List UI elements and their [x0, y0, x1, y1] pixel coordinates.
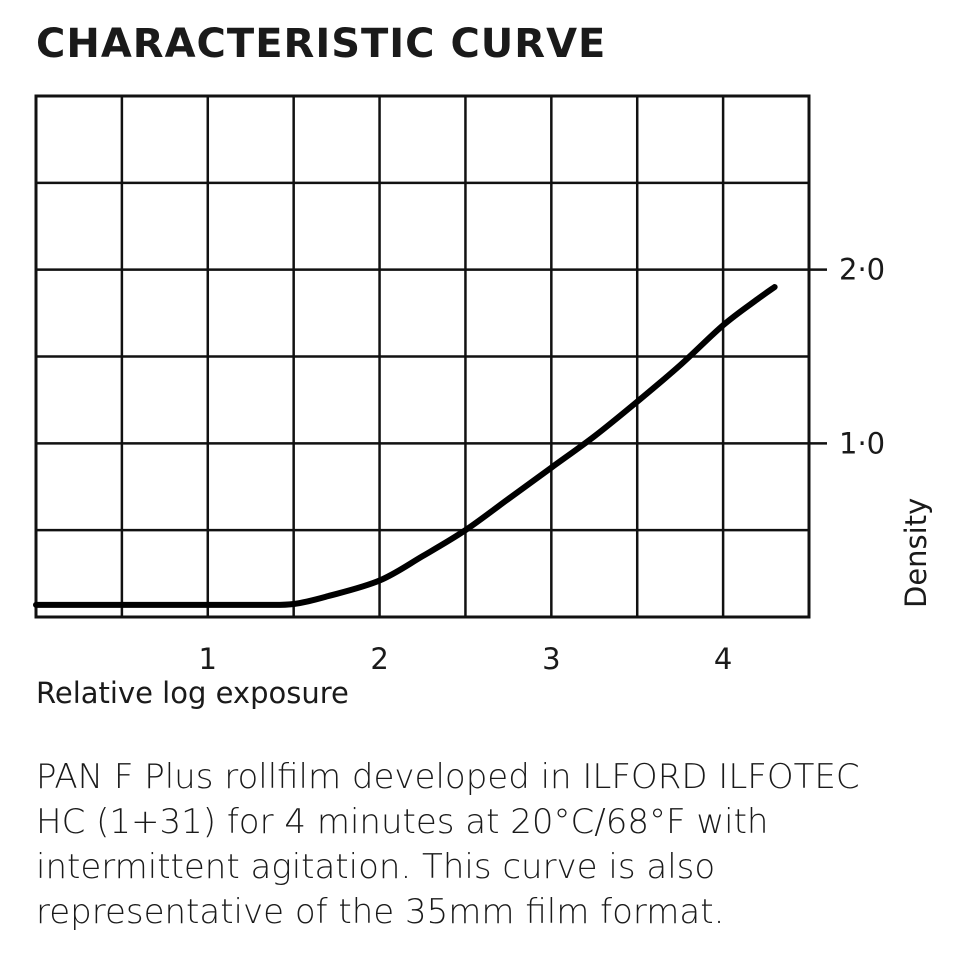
density-curve [33, 284, 778, 608]
x-tick-label: 2 [370, 642, 388, 676]
series [33, 284, 778, 608]
y-tick-label: 1·0 [839, 426, 885, 460]
x-ticks: 1 2 3 4 [199, 642, 733, 676]
plot-border [34, 94, 811, 619]
grid [36, 96, 809, 617]
x-tick-label: 1 [199, 642, 217, 676]
caption-line-3: intermittent agitation. This curve is al… [36, 847, 716, 887]
y-axis-label: Density [899, 498, 933, 608]
x-tick-label: 3 [542, 642, 560, 676]
x-tick-label: 4 [714, 642, 732, 676]
caption: PAN F Plus rollfilm developed in ILFORD … [36, 755, 936, 935]
caption-line-4: representative of the 35mm film format. [36, 892, 725, 932]
characteristic-curve-chart: 1·0 2·0 1 2 3 4 Relative log exposure Densit… [33, 94, 933, 710]
plot-frame [34, 94, 811, 619]
caption-line-1: PAN F Plus rollfilm developed in ILFORD … [36, 757, 860, 797]
chart-title: CHARACTERISTIC CURVE [36, 21, 607, 67]
y-ticks: 1·0 2·0 [809, 253, 885, 460]
x-axis-label: Relative log exposure [36, 676, 349, 710]
caption-line-2: HC (1+31) for 4 minutes at 20°C/68°F wit… [36, 802, 769, 842]
y-tick-label: 2·0 [839, 253, 885, 287]
